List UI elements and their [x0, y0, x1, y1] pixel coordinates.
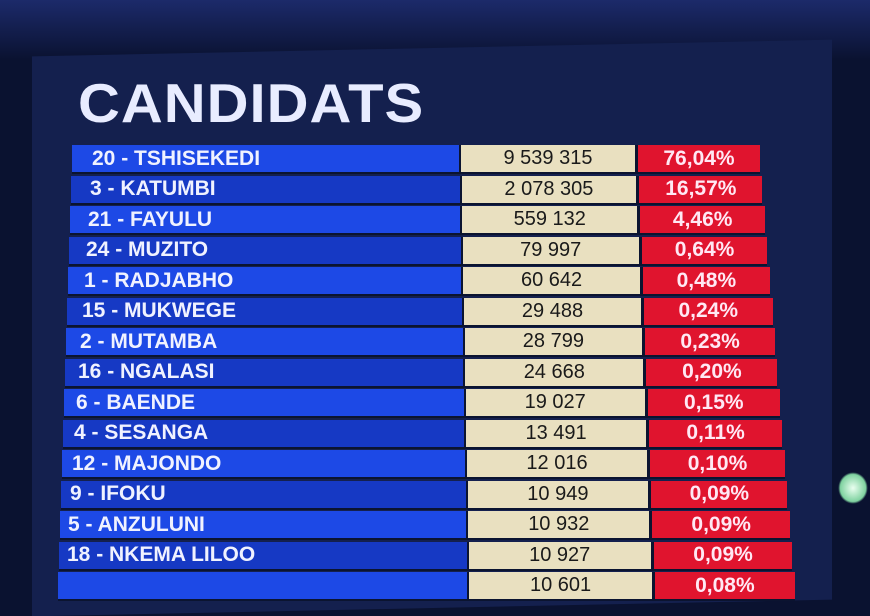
candidate-name: 5 - ANZULUNI	[60, 511, 467, 540]
table-row: 15 - MUKWEGE 29 488 0,24%	[67, 297, 773, 327]
vote-count: 29 488	[462, 297, 641, 327]
vote-count: 10 932	[466, 511, 650, 540]
candidate-name: 3 - KATUMBI	[71, 175, 460, 205]
candidate-name: 20 - TSHISEKEDI	[72, 145, 459, 174]
vote-count: 28 799	[462, 328, 643, 357]
table-row: 3 - KATUMBI 2 078 305 16,57%	[71, 175, 763, 205]
vote-count: 60 642	[461, 267, 640, 296]
candidate-name: 21 - FAYULU	[70, 206, 461, 235]
vote-percentage: 0,64%	[638, 236, 768, 266]
vote-percentage: 0,11%	[645, 419, 783, 449]
table-row: 24 - MUZITO 79 997 0,64%	[69, 236, 768, 266]
candidate-name: 9 - IFOKU	[61, 480, 466, 510]
vote-percentage: 0,09%	[650, 541, 793, 571]
table-row: 18 - NKEMA LILOO 10 927 0,09%	[59, 541, 793, 571]
vote-percentage: 0,09%	[648, 480, 788, 510]
vote-percentage: 4,46%	[637, 206, 765, 235]
table-row: 6 - BAENDE 19 027 0,15%	[64, 389, 780, 418]
vote-count: 10 927	[466, 541, 651, 571]
vote-count: 19 027	[463, 389, 645, 418]
vote-count: 24 668	[463, 358, 644, 388]
vote-percentage: 16,57%	[636, 175, 763, 205]
vote-percentage: 0,24%	[641, 297, 773, 327]
vote-count: 2 078 305	[459, 175, 637, 205]
vote-count: 79 997	[460, 236, 639, 266]
candidate-name: 4 - SESANGA	[63, 419, 465, 449]
table-row: 20 - TSHISEKEDI 9 539 315 76,04%	[72, 145, 760, 174]
table-row: 5 - ANZULUNI 10 932 0,09%	[60, 511, 790, 540]
candidate-name: 16 - NGALASI	[65, 358, 464, 388]
stage-light	[838, 472, 868, 504]
table-row: 21 - FAYULU 559 132 4,46%	[70, 206, 765, 235]
candidate-name: 2 - MUTAMBA	[66, 328, 463, 357]
vote-percentage: 76,04%	[635, 145, 760, 174]
table-row: 10 601 0,08%	[58, 572, 795, 601]
candidate-name: 1 - RADJABHO	[68, 267, 462, 296]
table-row: 9 - IFOKU 10 949 0,09%	[61, 480, 788, 510]
table-row: 4 - SESANGA 13 491 0,11%	[63, 419, 783, 449]
candidate-name: 24 - MUZITO	[69, 236, 461, 266]
table-row: 2 - MUTAMBA 28 799 0,23%	[66, 328, 775, 357]
candidate-name: 15 - MUKWEGE	[67, 297, 462, 327]
vote-count: 13 491	[464, 419, 646, 449]
candidate-name	[58, 572, 468, 601]
vote-percentage: 0,48%	[639, 267, 770, 296]
table-row: 16 - NGALASI 24 668 0,20%	[65, 358, 778, 388]
vote-percentage: 0,15%	[644, 389, 780, 418]
vote-percentage: 0,09%	[649, 511, 790, 540]
vote-percentage: 0,08%	[651, 572, 795, 601]
vote-percentage: 0,10%	[647, 450, 785, 479]
candidate-name: 6 - BAENDE	[64, 389, 464, 418]
candidate-name: 18 - NKEMA LILOO	[59, 541, 467, 571]
vote-count: 10 949	[465, 480, 649, 510]
table-row: 12 - MAJONDO 12 016 0,10%	[62, 450, 785, 479]
vote-percentage: 0,20%	[643, 358, 778, 388]
table-row: 1 - RADJABHO 60 642 0,48%	[68, 267, 770, 296]
vote-count: 10 601	[467, 572, 652, 601]
board-title: CANDIDATS	[78, 72, 425, 135]
vote-count: 559 132	[460, 206, 638, 235]
vote-count: 12 016	[465, 450, 647, 479]
candidate-name: 12 - MAJONDO	[62, 450, 465, 479]
vote-count: 9 539 315	[459, 145, 635, 174]
vote-percentage: 0,23%	[642, 328, 775, 357]
